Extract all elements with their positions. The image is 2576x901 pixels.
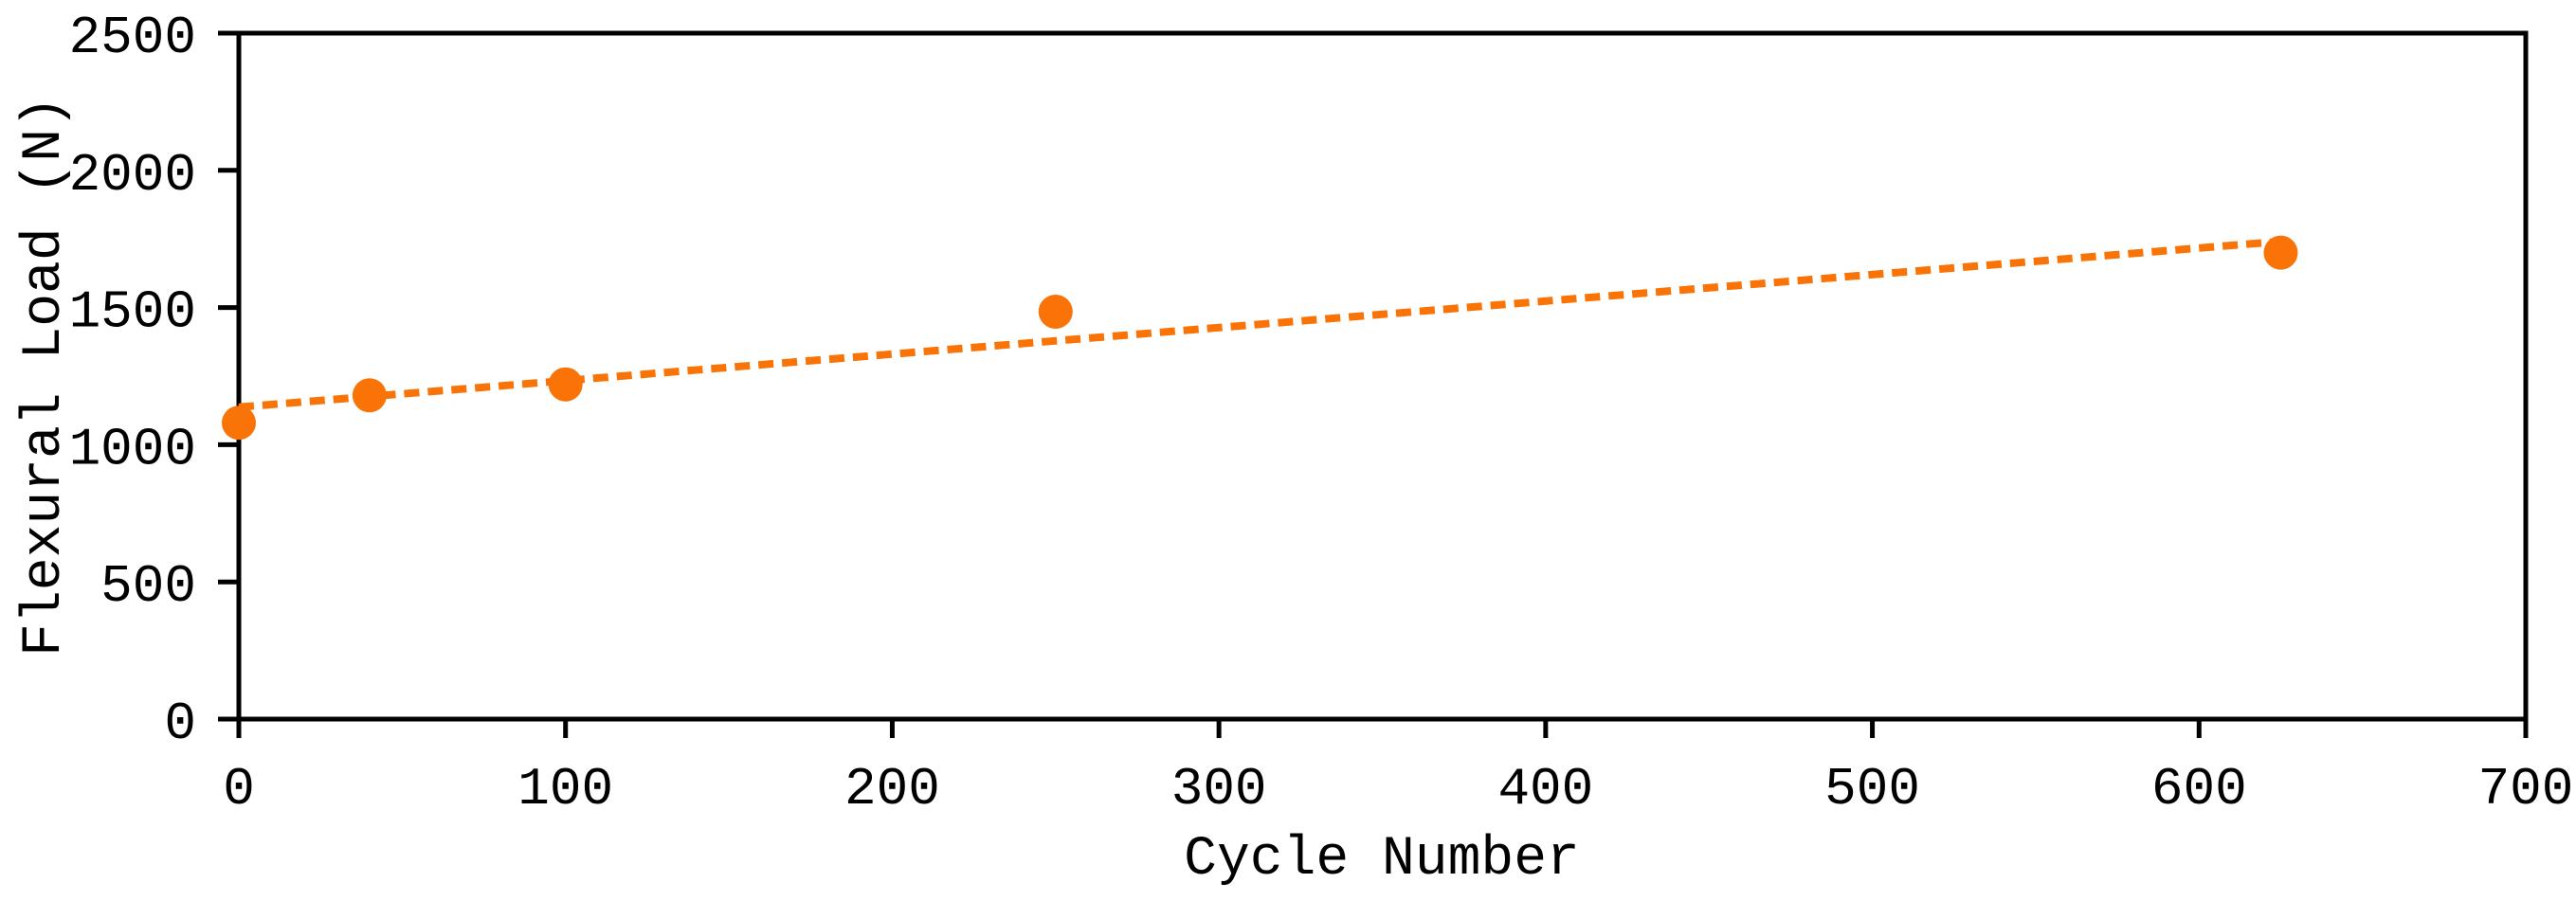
y-tick-label: 1500 [69,282,196,343]
y-tick-label: 1000 [69,419,196,479]
data-point [222,405,256,441]
x-tick-label: 400 [1497,759,1593,820]
data-point [2263,235,2298,270]
y-tick-label: 500 [100,556,196,617]
x-tick-label: 600 [2151,759,2247,820]
x-tick-label: 100 [517,759,613,820]
x-tick-label: 200 [844,759,940,820]
x-axis-title: Cycle Number [1184,829,1580,891]
x-tick-label: 300 [1171,759,1267,820]
y-tick-label: 2500 [69,8,196,68]
data-point [352,378,387,413]
plot-border [236,30,2529,722]
x-tick-label: 0 [223,759,255,820]
x-tick-label: 700 [2478,759,2574,820]
data-point [548,367,583,402]
x-tick-label: 500 [1824,759,1920,820]
y-tick-label: 2000 [69,145,196,206]
y-tick-label: 0 [164,694,196,754]
data-point [1038,294,1073,329]
trend-line [238,237,2281,411]
